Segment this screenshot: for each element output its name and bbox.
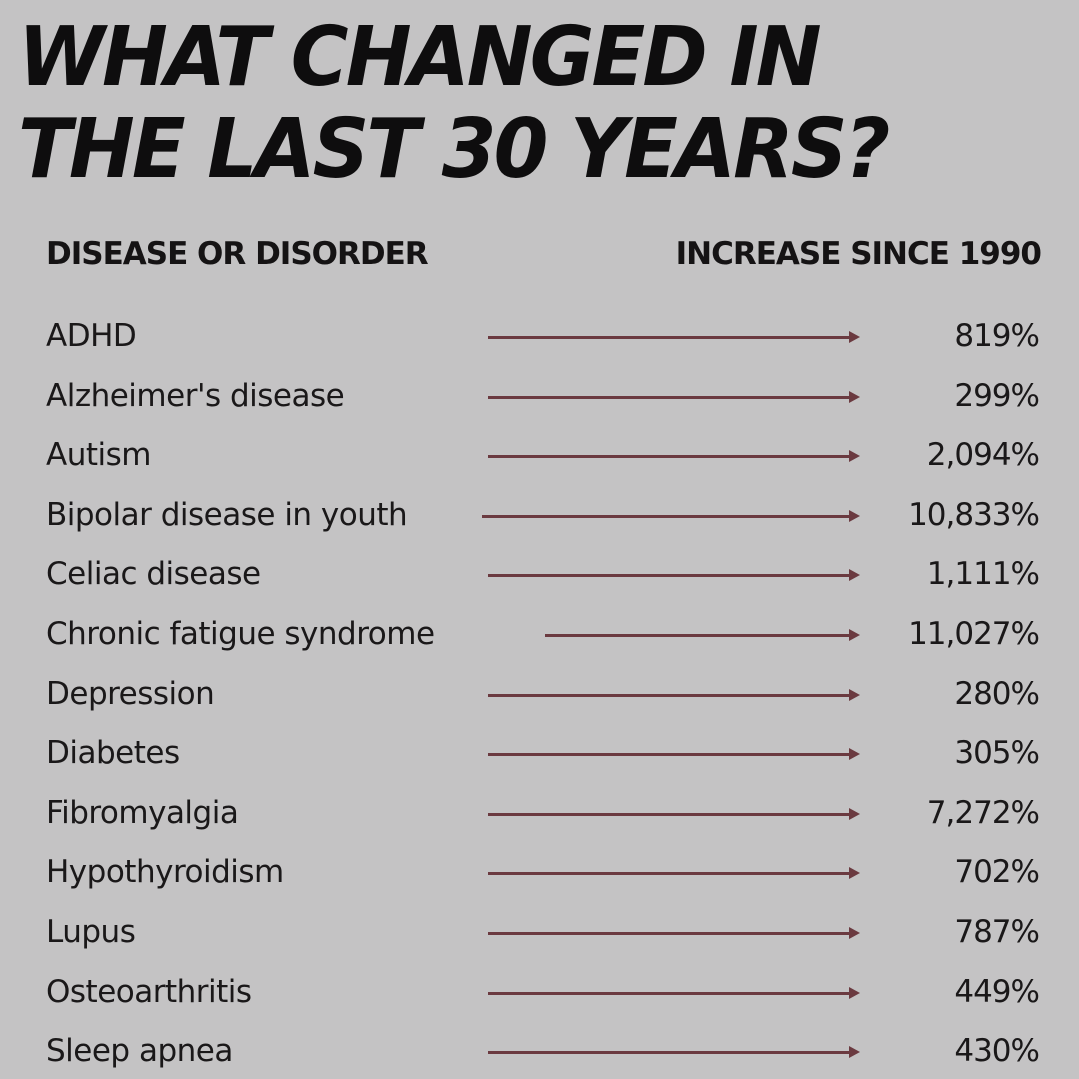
disease-name: ADHD — [46, 318, 137, 354]
column-header-disease: DISEASE OR DISORDER — [46, 236, 429, 272]
disease-name: Sleep apnea — [46, 1033, 233, 1070]
arrow-icon — [488, 867, 860, 880]
arrow-icon — [488, 390, 860, 403]
arrow-icon — [488, 1046, 860, 1059]
disease-name: Diabetes — [46, 735, 180, 772]
disease-name: Celiac disease — [46, 556, 261, 593]
increase-value: 280% — [954, 675, 1040, 712]
list-item: Diabetes 305% — [0, 721, 1079, 781]
increase-value: 1,111% — [926, 556, 1040, 593]
arrow-icon — [488, 569, 860, 582]
increase-value: 2,094% — [926, 437, 1040, 474]
list-item: ADHD 819% — [0, 304, 1079, 364]
increase-value: 299% — [954, 377, 1040, 414]
disease-name: Bipolar disease in youth — [46, 496, 408, 533]
disease-name: Fibromyalgia — [46, 794, 239, 831]
disease-name: Chronic fatigue syndrome — [46, 615, 435, 652]
disease-list: ADHD 819% Alzheimer's disease 299% Autis… — [0, 304, 1079, 1079]
arrow-icon — [545, 628, 860, 641]
increase-value: 702% — [954, 854, 1040, 891]
list-item: Celiac disease 1,111% — [0, 542, 1079, 602]
list-item: Osteoarthritis 449% — [0, 960, 1079, 1020]
list-item: Chronic fatigue syndrome 11,027% — [0, 602, 1079, 662]
disease-name: Autism — [46, 437, 151, 474]
increase-value: 11,027% — [908, 615, 1040, 652]
list-item: Hypothyroidism 702% — [0, 840, 1079, 900]
increase-value: 7,272% — [926, 794, 1040, 831]
disease-name: Hypothyroidism — [46, 854, 284, 891]
disease-name: Alzheimer's disease — [46, 377, 345, 414]
page-title: WHAT CHANGED IN THE LAST 30 YEARS? — [18, 12, 1037, 196]
increase-value: 819% — [954, 318, 1040, 354]
list-item: Bipolar disease in youth 10,833% — [0, 483, 1079, 543]
list-item: Fibromyalgia 7,272% — [0, 781, 1079, 841]
column-header-increase: INCREASE SINCE 1990 — [675, 236, 1042, 272]
list-item: Lupus 787% — [0, 900, 1079, 960]
list-item: Autism 2,094% — [0, 423, 1079, 483]
increase-value: 787% — [954, 913, 1040, 950]
increase-value: 430% — [954, 1033, 1040, 1070]
arrow-icon — [488, 688, 860, 701]
title-line-1: WHAT CHANGED IN — [18, 10, 822, 105]
arrow-icon — [488, 986, 860, 999]
arrow-icon — [488, 331, 860, 343]
arrow-icon — [488, 450, 860, 463]
arrow-icon — [482, 509, 860, 522]
list-item: Alzheimer's disease 299% — [0, 364, 1079, 424]
increase-value: 10,833% — [908, 496, 1040, 533]
title-line-2: THE LAST 30 YEARS? — [18, 102, 890, 197]
arrow-icon — [488, 926, 860, 939]
list-item: Sleep apnea 430% — [0, 1019, 1079, 1079]
disease-name: Osteoarthritis — [46, 973, 252, 1010]
list-item: Depression 280% — [0, 662, 1079, 722]
arrow-icon — [488, 748, 860, 761]
disease-name: Lupus — [46, 913, 136, 950]
arrow-icon — [488, 807, 860, 820]
disease-name: Depression — [46, 675, 215, 712]
increase-value: 305% — [954, 735, 1040, 772]
increase-value: 449% — [954, 973, 1040, 1010]
